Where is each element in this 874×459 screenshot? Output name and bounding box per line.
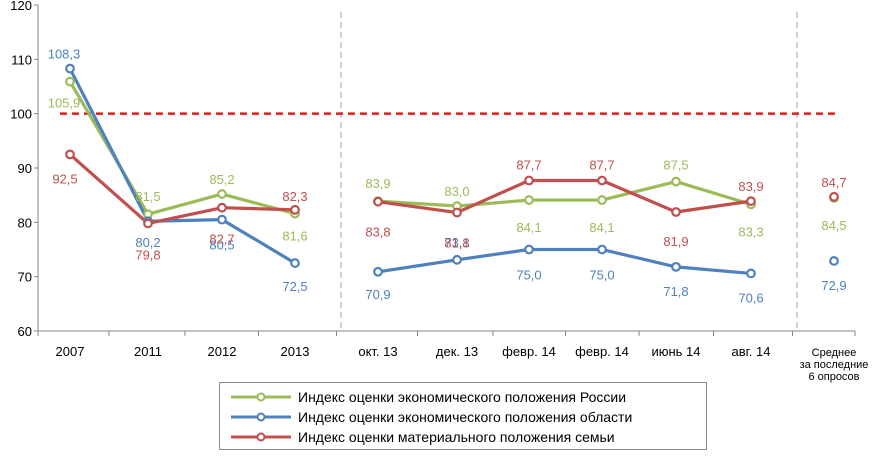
data-label-region: 72,5 bbox=[282, 279, 307, 294]
data-point-region bbox=[746, 268, 756, 279]
legend-label-russia: Индекс оценки экономического положения Р… bbox=[298, 389, 627, 405]
data-label-region: 108,3 bbox=[48, 47, 81, 62]
data-point-family bbox=[217, 202, 227, 213]
y-tick-label: 60 bbox=[18, 324, 32, 339]
data-label-russia: 84,1 bbox=[516, 220, 541, 235]
data-label-family: 83,8 bbox=[365, 225, 390, 240]
data-point-region bbox=[373, 266, 383, 277]
data-label-family: 79,8 bbox=[135, 247, 160, 262]
x-tick-label: 2007 bbox=[56, 344, 85, 359]
data-label-region: 70,6 bbox=[738, 290, 763, 305]
data-label-family: 87,7 bbox=[516, 157, 541, 172]
data-label-russia: 83,0 bbox=[444, 184, 469, 199]
data-label-russia: 105,9 bbox=[48, 96, 81, 111]
data-point-region bbox=[829, 256, 839, 266]
data-label-region: 80,5 bbox=[209, 238, 234, 253]
data-point-family bbox=[829, 191, 839, 202]
y-tick-label: 100 bbox=[10, 107, 32, 122]
x-tick-label: февр. 14 bbox=[575, 344, 629, 359]
series-line-family bbox=[377, 178, 752, 215]
x-tick-label: февр. 14 bbox=[502, 344, 556, 359]
data-label-region: 72,9 bbox=[821, 278, 846, 293]
x-tick-label: авг. 14 bbox=[732, 344, 771, 359]
data-label-family: 81,8 bbox=[444, 236, 469, 251]
y-tick-label: 120 bbox=[10, 0, 32, 13]
x-tick-label: Среднее за последние 6 опросов bbox=[800, 347, 869, 383]
x-tick-label: 2012 bbox=[208, 344, 237, 359]
series-line-russia bbox=[377, 179, 752, 208]
data-point-family bbox=[671, 207, 681, 217]
data-point-region bbox=[65, 63, 75, 74]
data-label-family: 82,3 bbox=[282, 189, 307, 204]
series-line-region bbox=[377, 247, 752, 276]
legend-label-family: Индекс оценки материального положения се… bbox=[298, 429, 615, 445]
legend-item-family: Индекс оценки материального положения се… bbox=[230, 427, 700, 447]
data-label-russia: 84,5 bbox=[821, 218, 846, 233]
data-label-family: 82,7 bbox=[209, 232, 234, 247]
data-point-region bbox=[452, 254, 462, 265]
legend-swatch-family bbox=[231, 432, 291, 442]
data-point-region bbox=[671, 261, 681, 272]
legend-swatch-russia bbox=[231, 392, 291, 402]
data-label-family: 87,7 bbox=[589, 157, 614, 172]
y-tick-label: 90 bbox=[18, 161, 32, 176]
data-label-russia: 81,6 bbox=[282, 229, 307, 244]
data-label-region: 80,2 bbox=[135, 235, 160, 250]
y-tick-label: 110 bbox=[11, 52, 32, 67]
data-point-russia bbox=[671, 176, 681, 187]
data-label-russia: 84,1 bbox=[589, 220, 614, 235]
data-point-russia bbox=[65, 76, 75, 87]
x-tick-label: окт. 13 bbox=[358, 344, 397, 359]
x-tick-label: 2013 bbox=[281, 344, 310, 359]
data-label-family: 81,9 bbox=[663, 234, 688, 249]
y-tick-label: 70 bbox=[18, 270, 32, 285]
data-point-family bbox=[452, 207, 462, 218]
data-label-region: 75,0 bbox=[589, 268, 614, 283]
y-tick-label: 80 bbox=[18, 215, 32, 230]
legend-swatch-region bbox=[231, 412, 291, 422]
data-point-family bbox=[597, 175, 607, 186]
data-label-family: 83,9 bbox=[738, 179, 763, 194]
data-point-region bbox=[524, 244, 534, 255]
data-label-russia: 81,5 bbox=[135, 189, 160, 204]
data-point-region bbox=[217, 214, 227, 225]
series-line-russia bbox=[68, 80, 296, 216]
data-label-region: 71,8 bbox=[663, 284, 688, 299]
data-label-russia: 85,2 bbox=[209, 172, 234, 187]
data-label-russia: 83,9 bbox=[365, 176, 390, 191]
data-label-region: 70,9 bbox=[365, 287, 390, 302]
x-tick-label: дек. 13 bbox=[436, 344, 478, 359]
data-point-family bbox=[746, 196, 756, 207]
series-line-region bbox=[68, 67, 296, 265]
legend-item-russia: Индекс оценки экономического положения Р… bbox=[230, 387, 700, 407]
x-tick-label: 2011 bbox=[134, 344, 162, 359]
data-label-russia: 87,5 bbox=[663, 158, 688, 173]
data-label-family: 84,7 bbox=[821, 175, 846, 190]
data-point-family bbox=[143, 218, 153, 229]
data-point-region bbox=[597, 244, 607, 255]
data-point-russia bbox=[524, 195, 534, 205]
legend-label-region: Индекс оценки экономического положения о… bbox=[298, 409, 633, 425]
data-point-russia bbox=[597, 195, 607, 205]
data-label-region: 73,1 bbox=[444, 235, 469, 250]
legend-item-region: Индекс оценки экономического положения о… bbox=[230, 407, 700, 427]
x-tick-label: июнь 14 bbox=[651, 344, 700, 359]
data-point-family bbox=[290, 204, 300, 215]
data-point-family bbox=[524, 175, 534, 186]
data-point-region bbox=[290, 258, 300, 268]
data-point-russia bbox=[217, 189, 227, 199]
data-label-region: 75,0 bbox=[516, 268, 541, 283]
data-label-russia: 83,3 bbox=[738, 224, 763, 239]
legend: Индекс оценки экономического положения Р… bbox=[219, 382, 707, 450]
data-point-family bbox=[373, 196, 383, 207]
data-point-family bbox=[65, 149, 75, 160]
series-line-family bbox=[68, 153, 296, 226]
data-label-family: 92,5 bbox=[52, 171, 77, 186]
